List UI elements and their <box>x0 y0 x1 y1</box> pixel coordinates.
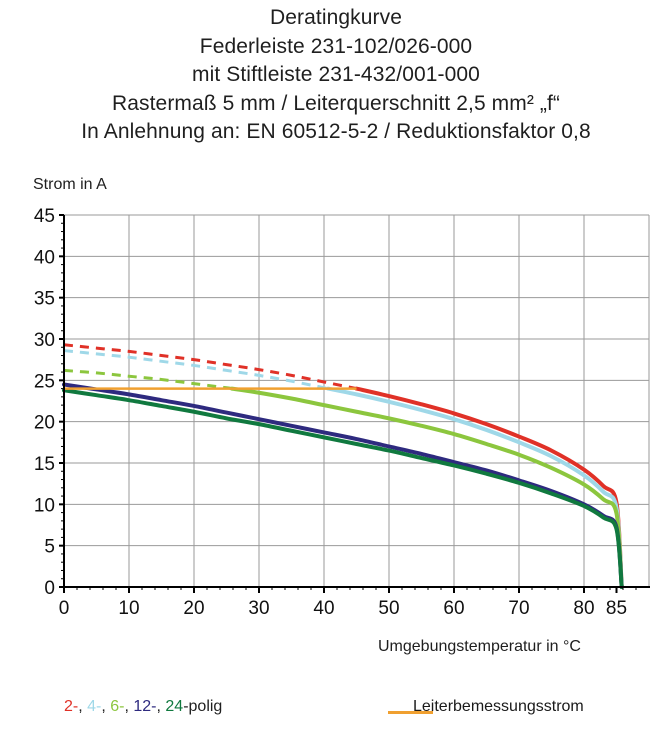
x-tick-label: 30 <box>248 598 269 619</box>
y-tick-label: 5 <box>44 537 55 558</box>
x-tick-label: 85 <box>606 598 627 619</box>
legend-item-2-polig: 2- <box>64 698 79 715</box>
legend-sep-4: , <box>156 698 166 715</box>
tick-labels: 0 5 10 15 20 25 30 35 40 45 0 10 20 30 40 50 60 70 80 85 <box>34 206 627 619</box>
chart-title-block: Deratingkurve Federleiste 231-102/026-00… <box>0 4 672 147</box>
y-tick-label: 20 <box>34 413 55 434</box>
title-line-2: Federleiste 231-102/026-000 <box>199 34 473 58</box>
legend-poles: 2-, 4-, 6-, 12-, 24-polig <box>64 698 222 716</box>
y-tick-label: 0 <box>44 578 55 599</box>
x-tick-label: 40 <box>313 598 334 619</box>
legend-poles-word: polig <box>188 698 223 715</box>
legend-item-12-polig: 12- <box>133 698 157 715</box>
y-tick-label: 30 <box>34 330 55 351</box>
tick-marks <box>59 214 637 593</box>
title-line-4: Rastermaß 5 mm / Leiterquerschnitt 2,5 m… <box>111 91 561 115</box>
axis-lines <box>63 215 650 588</box>
y-tick-label: 45 <box>34 206 55 227</box>
legend-sep-2: , <box>101 698 111 715</box>
legend-item-6-polig: 6- <box>110 698 125 715</box>
y-tick-label: 40 <box>34 247 55 268</box>
legend-swatch-leiterbemessungsstrom <box>388 711 433 714</box>
y-tick-label: 10 <box>34 495 55 516</box>
x-tick-label: 80 <box>573 598 594 619</box>
legend-sep-1: , <box>78 698 88 715</box>
gridlines <box>64 214 650 588</box>
y-tick-label: 25 <box>34 371 55 392</box>
x-tick-label: 60 <box>443 598 464 619</box>
y-tick-label: 15 <box>34 454 55 475</box>
legend-item-4-polig: 4- <box>87 698 102 715</box>
legend-label-leiterbemessungsstrom: Leiterbemessungsstrom <box>413 698 584 715</box>
legend-poles-suffix: - <box>183 698 189 715</box>
title-line-5: In Anlehnung an: EN 60512-5-2 / Reduktio… <box>81 120 591 143</box>
legend-item-24-polig: 24 <box>165 698 184 715</box>
x-axis-label: Umgebungstemperatur in °C <box>378 638 581 655</box>
title-line-3: mit Stiftleiste 231-432/001-000 <box>192 63 480 86</box>
x-tick-label: 70 <box>508 598 529 619</box>
legend-sep-3: , <box>124 698 134 715</box>
x-tick-label: 10 <box>118 598 139 619</box>
y-tick-label: 35 <box>34 289 55 310</box>
x-tick-label: 0 <box>59 598 70 619</box>
title-line-1: Deratingkurve <box>269 6 403 29</box>
curve-group <box>62 343 624 589</box>
x-tick-label: 20 <box>183 598 204 619</box>
y-axis-label: Strom in A <box>33 176 107 193</box>
x-tick-label: 50 <box>378 598 399 619</box>
